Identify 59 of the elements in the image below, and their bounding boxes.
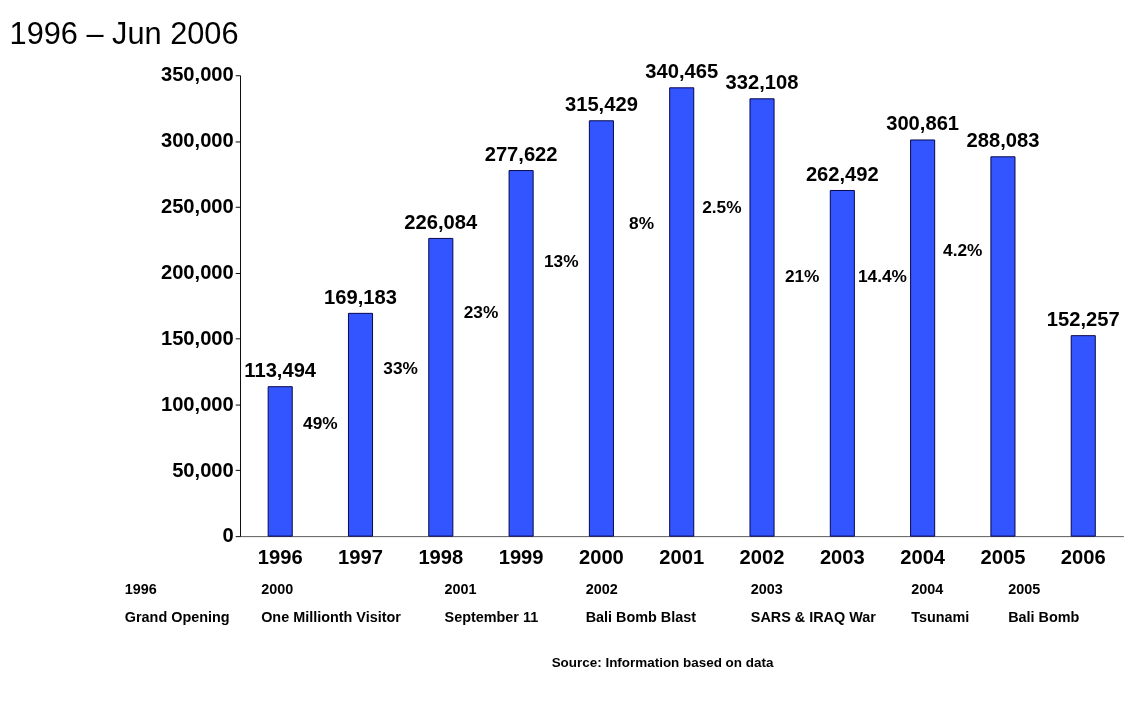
y-tick-label: 150,000	[160, 326, 234, 349]
x-tick-label: 2004	[900, 546, 946, 569]
data-label: 113,494	[244, 359, 317, 382]
annotation: 21%	[784, 265, 820, 286]
y-tick-label: 300,000	[160, 129, 234, 152]
source-note: Source: Information based on data	[551, 654, 774, 670]
bar	[749, 98, 775, 537]
text: 1996 Grand Opening	[124, 580, 230, 625]
text: 2005 Bali Bomb	[1008, 580, 1080, 625]
bar	[990, 156, 1016, 537]
x-tick-label: 1998	[418, 546, 464, 569]
data-label: 288,083	[966, 129, 1040, 152]
data-label: 300,861	[886, 112, 960, 135]
data-label: 277,622	[484, 142, 558, 165]
x-tick-label: 1997	[338, 546, 383, 569]
text: 2001 September 11	[444, 580, 539, 625]
chart-title: 1996 – Jun 2006	[9, 15, 239, 51]
annotation: 8%	[629, 213, 655, 234]
data-label: 226,084	[404, 210, 479, 233]
text: 2000 One Millionth Visitor	[261, 580, 402, 625]
x-tick-label: 2003	[819, 546, 865, 569]
bar	[669, 87, 695, 537]
annotation: 14.4%	[858, 265, 907, 286]
annotation: 13%	[543, 250, 579, 271]
bar	[1070, 335, 1096, 537]
data-label: 340,465	[645, 60, 719, 83]
x-tick-label: 2001	[659, 546, 705, 569]
data-label: 332,108	[725, 71, 799, 94]
y-tick-label: 350,000	[160, 63, 234, 86]
bar	[267, 386, 293, 537]
annotation: 33%	[383, 357, 418, 378]
text: 2003 SARS & IRAQ War	[750, 580, 877, 625]
x-tick-label: 2002	[739, 546, 785, 569]
x-tick-label: 1996	[257, 546, 303, 569]
data-label: 262,492	[805, 162, 879, 185]
annotation: 4.2%	[943, 240, 983, 261]
text: 2002 Bali Bomb Blast	[585, 580, 697, 625]
bar	[347, 312, 374, 537]
bar	[588, 120, 614, 537]
y-tick-label: 50,000	[172, 458, 234, 481]
text: 2004 Tsunami	[911, 580, 970, 625]
annotation: 49%	[303, 412, 338, 433]
bar	[508, 170, 534, 537]
x-tick-label: 1999	[498, 546, 544, 569]
x-tick-label: 2006	[1060, 546, 1106, 569]
bar	[428, 237, 454, 537]
bar	[829, 190, 855, 537]
annotation: 2.5%	[702, 196, 742, 217]
y-tick-label: 200,000	[160, 261, 234, 284]
data-label: 315,429	[564, 93, 638, 116]
data-label: 169,183	[324, 285, 397, 308]
data-label: 152,257	[1046, 308, 1120, 331]
annotation: 23%	[463, 301, 499, 322]
bar	[910, 139, 936, 537]
y-tick-label: 100,000	[160, 392, 234, 415]
x-tick-label: 2000	[578, 546, 624, 569]
y-tick-label: 0	[222, 524, 234, 547]
x-tick-label: 2005	[980, 546, 1026, 569]
y-tick-label: 250,000	[160, 195, 234, 218]
